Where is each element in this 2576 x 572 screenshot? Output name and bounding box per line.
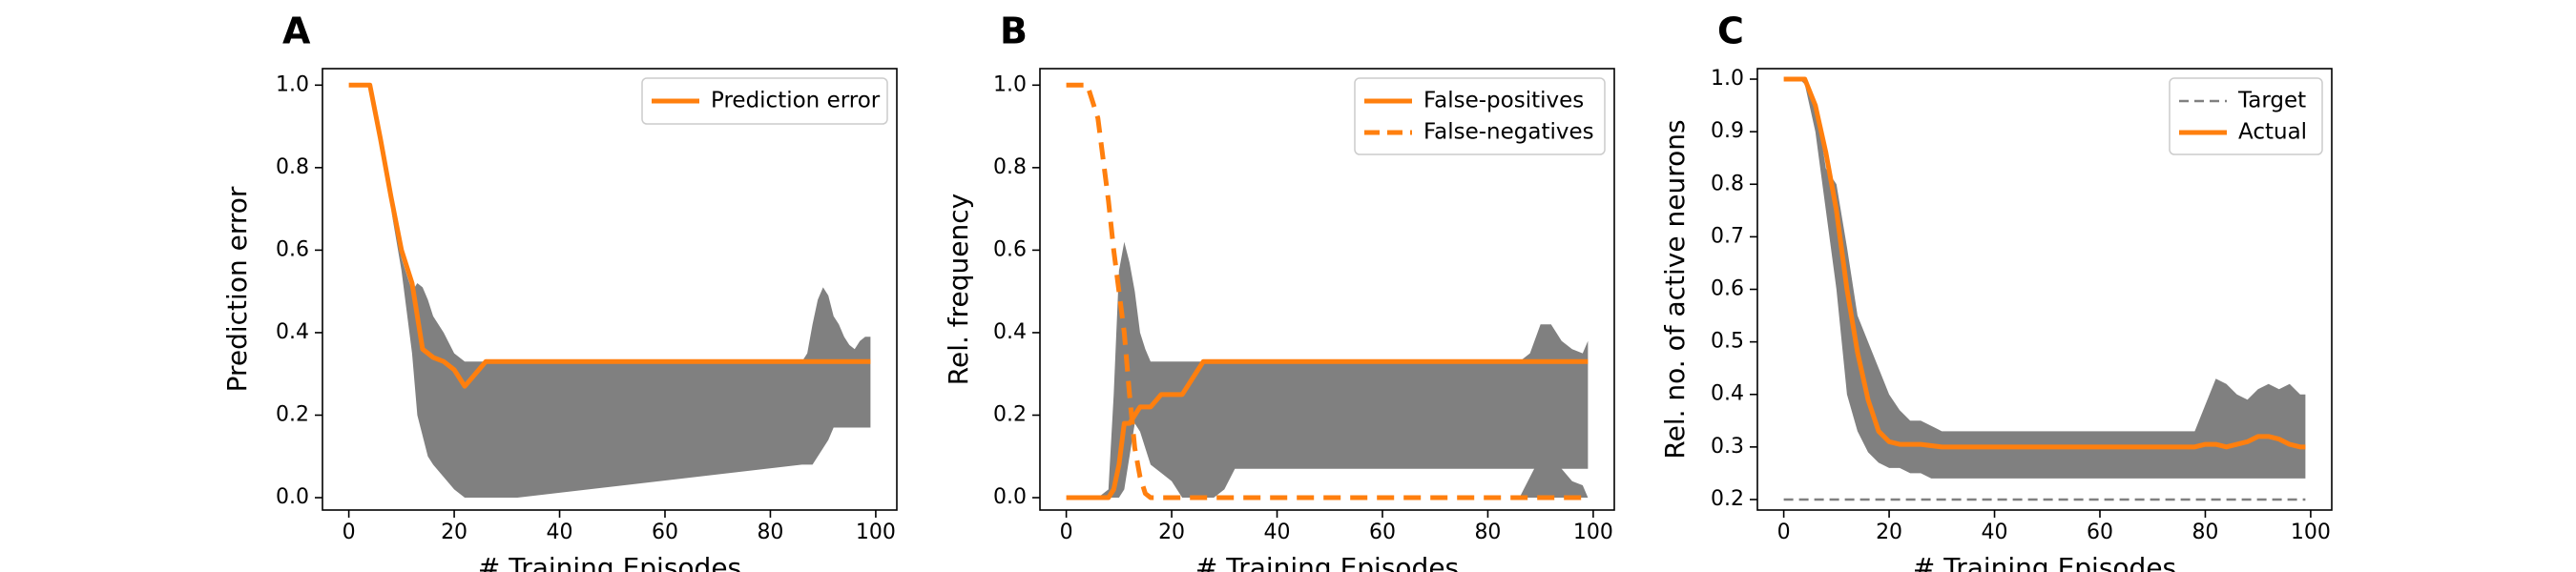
y-tick-label: 0.9 bbox=[1711, 119, 1744, 143]
y-tick-label: 0.6 bbox=[993, 237, 1027, 261]
x-axis-label: # Training Episodes bbox=[478, 552, 741, 572]
series-line-false-positives bbox=[1066, 358, 1589, 500]
y-tick-label: 1.0 bbox=[993, 72, 1027, 96]
x-tick-label: 40 bbox=[1982, 521, 2008, 544]
chart-panel-b: B 0 20 40 60 80 100 0.0 0.2 0.4 0.6 0.8 1.0 # Trainin… bbox=[943, 10, 1615, 572]
legend-box bbox=[641, 77, 888, 125]
series-line-actual bbox=[1783, 76, 2306, 450]
plot-area bbox=[1783, 76, 2306, 501]
y-tick-label: 0.6 bbox=[276, 237, 309, 261]
panel-letter: A bbox=[282, 10, 311, 52]
y-tick-label: 0.7 bbox=[1711, 224, 1744, 248]
x-tick-label: 20 bbox=[1876, 521, 1902, 544]
legend-label: Prediction error bbox=[711, 89, 881, 113]
panel-letter: C bbox=[1717, 10, 1744, 52]
x-axis-label: # Training Episodes bbox=[1913, 552, 2176, 572]
y-tick-label: 0.0 bbox=[276, 485, 309, 509]
legend-box bbox=[1354, 77, 1606, 155]
x-tick-label: 60 bbox=[2087, 521, 2113, 544]
series-line-false-negatives bbox=[1066, 82, 1589, 500]
x-tick-label: 40 bbox=[1264, 521, 1291, 544]
x-tick-label: 80 bbox=[1474, 521, 1501, 544]
x-tick-label: 0 bbox=[343, 521, 356, 544]
x-tick-label: 60 bbox=[652, 521, 678, 544]
legend: Prediction error bbox=[641, 77, 888, 125]
x-tick-label: 40 bbox=[547, 521, 573, 544]
y-tick-label: 0.5 bbox=[1711, 330, 1744, 354]
y-tick-label: 0.8 bbox=[993, 155, 1027, 179]
plot-area bbox=[1066, 82, 1589, 500]
x-tick-label: 0 bbox=[1060, 521, 1073, 544]
axes-frame bbox=[322, 68, 898, 511]
y-tick-label: 0.6 bbox=[1711, 277, 1744, 301]
y-tick-label: 1.0 bbox=[276, 72, 309, 96]
y-tick-label: 0.8 bbox=[276, 155, 309, 179]
chart-panel-a: A 0 20 40 60 80 100 0.0 0.2 0.4 0.6 0.8 1.0 # Trainin… bbox=[221, 10, 898, 572]
y-tick-label: 0.3 bbox=[1711, 435, 1744, 459]
y-tick-label: 0.4 bbox=[276, 320, 309, 344]
y-tick-label: 0.2 bbox=[993, 402, 1027, 426]
x-tick-label: 100 bbox=[2291, 521, 2331, 544]
legend-label: False-positives bbox=[1423, 89, 1584, 113]
variability-band bbox=[1519, 448, 1589, 499]
y-tick-label: 1.0 bbox=[1711, 67, 1744, 91]
x-tick-label: 100 bbox=[856, 521, 896, 544]
series-line-prediction-error bbox=[348, 82, 871, 389]
legend-label: Target bbox=[2237, 89, 2306, 113]
x-tick-label: 100 bbox=[1573, 521, 1613, 544]
x-tick-label: 20 bbox=[1158, 521, 1185, 544]
plot-area bbox=[348, 82, 871, 499]
legend: Target Actual bbox=[2169, 77, 2323, 155]
y-tick-label: 0.0 bbox=[993, 485, 1027, 509]
legend-label: False-negatives bbox=[1423, 120, 1594, 145]
x-tick-label: 60 bbox=[1369, 521, 1396, 544]
y-axis-label: Prediction error bbox=[221, 186, 253, 392]
legend-label: Actual bbox=[2238, 120, 2307, 145]
y-axis-label: Rel. no. of active neurons bbox=[1659, 119, 1691, 459]
chart-panel-c: C 0 20 40 60 80 100 0.2 0.3 0.4 0.5 0.6 0.7 0.8 0.9 1.0… bbox=[1659, 10, 2333, 572]
y-tick-label: 0.4 bbox=[1711, 382, 1744, 406]
y-tick-label: 0.4 bbox=[993, 320, 1027, 344]
y-tick-label: 0.2 bbox=[1711, 487, 1744, 511]
x-tick-label: 0 bbox=[1777, 521, 1791, 544]
legend: False-positives False-negatives bbox=[1354, 77, 1606, 155]
y-axis-label: Rel. frequency bbox=[943, 194, 974, 385]
x-axis-label: # Training Episodes bbox=[1195, 552, 1459, 572]
variability-band bbox=[348, 85, 871, 499]
legend-box bbox=[2169, 77, 2323, 155]
x-tick-label: 80 bbox=[2192, 521, 2218, 544]
y-tick-label: 0.2 bbox=[276, 402, 309, 426]
y-tick-label: 0.8 bbox=[1711, 172, 1744, 195]
x-tick-label: 80 bbox=[757, 521, 783, 544]
axes-frame bbox=[1039, 68, 1615, 511]
variability-band bbox=[1066, 241, 1589, 499]
panel-letter: B bbox=[1000, 10, 1028, 52]
x-tick-label: 20 bbox=[441, 521, 467, 544]
